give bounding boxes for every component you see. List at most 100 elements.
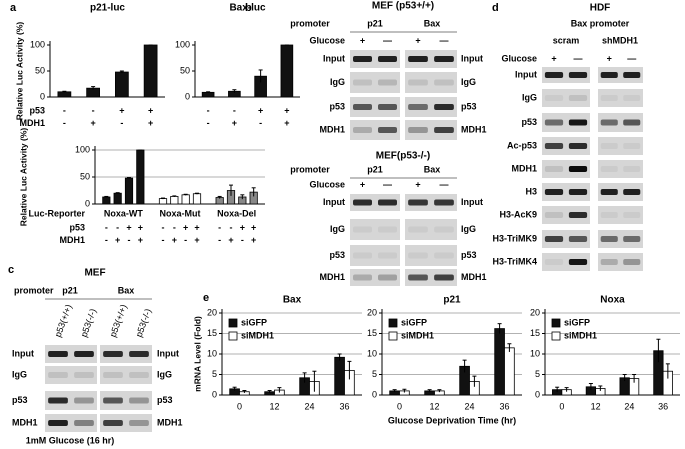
group-label: Noxa-Mut [160, 208, 201, 218]
bar [494, 328, 505, 396]
gel-band [568, 143, 588, 149]
condition-mark: + [551, 53, 556, 63]
promoter-label: Bax [118, 285, 135, 295]
gel-band [544, 259, 564, 265]
gel-band [353, 199, 372, 206]
bar [136, 149, 145, 205]
gel-band [378, 104, 397, 110]
y-tick-label: 5 [535, 369, 540, 379]
gel-background [598, 113, 643, 132]
row-label: H3-TriMK9 [492, 233, 537, 243]
blot-title: MEF (p53+/+) [372, 1, 434, 12]
bar [57, 91, 72, 98]
gel-background [598, 137, 643, 155]
legend-label: siMDH1 [401, 330, 434, 340]
condition-mark: - [230, 222, 233, 232]
gel-background [45, 391, 97, 410]
y-axis-label: Relative Luc Activity (%) [18, 128, 28, 227]
y-tick-label: 10 [530, 348, 540, 358]
row-label: MDH1 [12, 417, 38, 427]
gel-band [353, 274, 372, 281]
condition-mark: - [241, 235, 244, 245]
gel-band [74, 397, 94, 404]
gel-background [405, 72, 457, 93]
group-label: Noxa-WT [104, 208, 143, 218]
gel-band [353, 226, 372, 233]
x-tick-label: 0 [237, 401, 242, 411]
condition-mark: + [138, 222, 143, 232]
row-label: MDH1 [319, 272, 345, 282]
gel-background [100, 366, 152, 384]
condition-mark: - [120, 118, 123, 128]
row-label: IgG [330, 224, 345, 234]
gel-band [74, 351, 94, 357]
gel-band [544, 143, 564, 149]
lane-label: p53(+/+) [108, 303, 129, 338]
row-label: MDH1 [511, 163, 537, 173]
row-label: p53 [521, 117, 537, 127]
gel-background [405, 269, 457, 286]
y-axis-label: Relative Luc Activity (%) [14, 22, 24, 121]
promoter-label: Bax [424, 164, 441, 174]
gel-band [568, 236, 588, 242]
gel-band [434, 274, 454, 281]
condition-mark: — [440, 179, 449, 189]
row-label: p53 [329, 250, 345, 260]
condition-label: Glucose [309, 35, 345, 45]
row-label: H3-AcK9 [499, 209, 537, 219]
condition-mark: + [194, 235, 199, 245]
gel-band [600, 143, 618, 149]
x-tick-label: 12 [269, 401, 279, 411]
condition-mark: + [415, 179, 420, 189]
gel-band [544, 212, 564, 218]
y-tick-label: 50 [80, 171, 90, 181]
x-tick-label: 36 [658, 401, 668, 411]
gel-background [405, 194, 457, 211]
blot-title: MEF(p53-/-) [376, 151, 430, 162]
gel-background [542, 137, 590, 155]
bar [143, 44, 158, 98]
gel-band [48, 372, 68, 378]
condition-mark: + [172, 235, 177, 245]
lane-label: p53(-/-) [79, 307, 98, 338]
condition-mark: + [126, 222, 131, 232]
gel-background [350, 50, 400, 68]
gel-band [434, 56, 454, 62]
group-label: scram [553, 35, 580, 45]
panel-label: a [10, 2, 17, 14]
legend-label: siGFP [401, 317, 427, 327]
gel-band [434, 226, 454, 233]
gel-band [408, 56, 428, 62]
gel-band [103, 397, 123, 404]
gel-background [350, 245, 400, 266]
x-tick-label: 24 [624, 401, 634, 411]
gel-background [542, 230, 590, 248]
gel-band [48, 397, 68, 404]
condition-mark: - [105, 235, 108, 245]
condition-mark: + [115, 235, 120, 245]
condition-mark: - [218, 235, 221, 245]
condition-mark: + [284, 105, 289, 115]
row-label: IgG [330, 77, 345, 87]
row-label: MDH1 [19, 118, 45, 128]
footnote: 1mM Glucose (16 hr) [26, 435, 115, 445]
gel-background [45, 345, 97, 363]
gel-background [100, 414, 152, 432]
gel-band [48, 351, 68, 357]
x-tick-label: 36 [339, 401, 349, 411]
gel-band [129, 397, 149, 404]
legend-label: siMDH1 [241, 330, 274, 340]
gel-background [45, 414, 97, 432]
gel-band [408, 199, 428, 206]
y-tick-label: 0 [185, 91, 190, 101]
condition-mark: - [233, 105, 236, 115]
y-tick-label: 0 [212, 389, 217, 399]
y-tick-label: 100 [75, 144, 90, 154]
chart-title: p21-luc [90, 3, 125, 14]
condition-mark: + [138, 235, 143, 245]
condition-mark: — [627, 53, 636, 63]
gel-band [434, 79, 454, 86]
gel-band [129, 351, 149, 357]
gel-background [542, 183, 590, 201]
